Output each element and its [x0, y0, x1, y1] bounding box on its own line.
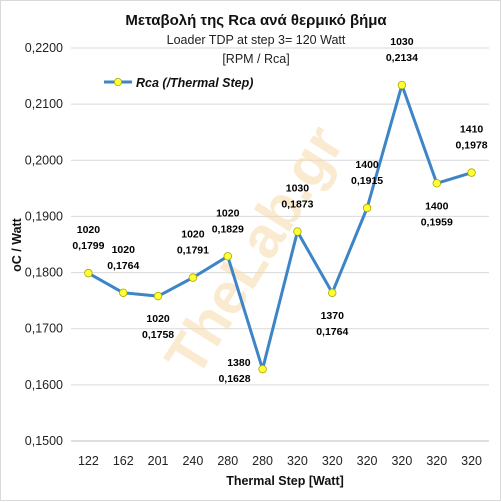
data-point — [153, 291, 163, 301]
data-label-rpm: 1020 — [146, 313, 170, 325]
data-point — [328, 288, 337, 297]
data-label-value: 0,1799 — [72, 240, 104, 252]
y-axis-ticks: 0,1500 0,1600 0,1700 0,1800 0,1900 0,2000 0,21… — [25, 41, 63, 448]
legend-label: Rca (/Thermal Step) — [136, 76, 253, 90]
y-tick-label: 0,1700 — [25, 322, 63, 336]
data-label-rpm: 1020 — [77, 224, 101, 236]
y-tick-label: 0,1500 — [25, 434, 63, 448]
series-line-path — [87, 83, 473, 371]
y-tick-label: 0,1600 — [25, 378, 63, 392]
chart-subtitle-line-1: Loader TDP at step 3= 120 Watt — [167, 33, 346, 47]
data-point — [397, 80, 407, 90]
data-label-rpm: 1030 — [390, 36, 414, 48]
data-point — [467, 168, 476, 177]
data-point — [223, 252, 232, 261]
x-tick-label: 122 — [78, 454, 99, 468]
x-tick-label: 201 — [148, 454, 169, 468]
data-label-value: 0,1829 — [212, 223, 244, 235]
chart-subtitle-line-2: [RPM / Rca] — [222, 52, 289, 66]
x-tick-label: 320 — [287, 454, 308, 468]
data-label-rpm: 1030 — [286, 183, 310, 195]
data-label-value: 0,2134 — [386, 52, 418, 64]
data-point — [432, 179, 441, 188]
data-point — [293, 227, 302, 236]
data-label-rpm: 1400 — [425, 200, 449, 212]
data-labels: 1020 0,1799 1020 0,1764 1020 0,1758 1020 0,1791… — [72, 36, 487, 385]
data-point — [84, 268, 93, 278]
legend: Rca (/Thermal Step) — [104, 76, 253, 90]
y-tick-label: 0,1900 — [25, 209, 63, 223]
x-axis-ticks: 122 162 201 240 280 280 320 320 320 320 320 320 — [78, 454, 482, 468]
data-point — [188, 273, 198, 282]
data-label-value: 0,1959 — [421, 216, 453, 228]
data-label-value: 0,1764 — [107, 260, 139, 272]
data-label-value: 0,1978 — [456, 140, 488, 152]
x-tick-label: 240 — [182, 454, 203, 468]
series-line — [87, 83, 473, 371]
data-label-rpm: 1020 — [181, 229, 205, 241]
y-tick-label: 0,1800 — [25, 266, 63, 280]
data-label-rpm: 1020 — [216, 207, 240, 219]
data-label-rpm: 1410 — [460, 124, 484, 136]
x-tick-label: 320 — [426, 454, 447, 468]
x-tick-label: 320 — [391, 454, 412, 468]
data-point — [119, 288, 128, 297]
x-tick-label: 162 — [113, 454, 134, 468]
data-label-rpm: 1020 — [112, 244, 136, 256]
data-label-value: 0,1758 — [142, 329, 174, 341]
x-tick-label: 320 — [357, 454, 378, 468]
x-tick-label: 320 — [322, 454, 343, 468]
data-label-value: 0,1915 — [351, 175, 383, 187]
data-label-rpm: 1400 — [355, 159, 379, 171]
data-point — [362, 203, 372, 213]
legend-marker-swatch — [114, 78, 123, 87]
data-label-value: 0,1764 — [316, 326, 348, 338]
data-label-value: 0,1791 — [177, 245, 209, 257]
x-tick-label: 280 — [252, 454, 273, 468]
data-label-rpm: 1370 — [321, 310, 345, 322]
data-label-value: 0,1873 — [281, 199, 313, 211]
y-tick-label: 0,2200 — [25, 41, 63, 55]
data-label-rpm: 1380 — [227, 357, 251, 369]
y-tick-label: 0,2100 — [25, 97, 63, 111]
gridlines — [71, 47, 489, 442]
y-axis-title: oC / Watt — [10, 217, 24, 272]
x-tick-label: 320 — [461, 454, 482, 468]
data-label-value: 0,1628 — [218, 373, 250, 385]
chart-title: Μεταβολή της Rca ανά θερμικό βήμα — [125, 12, 387, 29]
data-point — [258, 364, 267, 374]
x-tick-label: 280 — [217, 454, 238, 468]
x-axis-title: Thermal Step [Watt] — [226, 474, 344, 488]
series-markers — [84, 80, 476, 374]
y-tick-label: 0,2000 — [25, 153, 63, 167]
